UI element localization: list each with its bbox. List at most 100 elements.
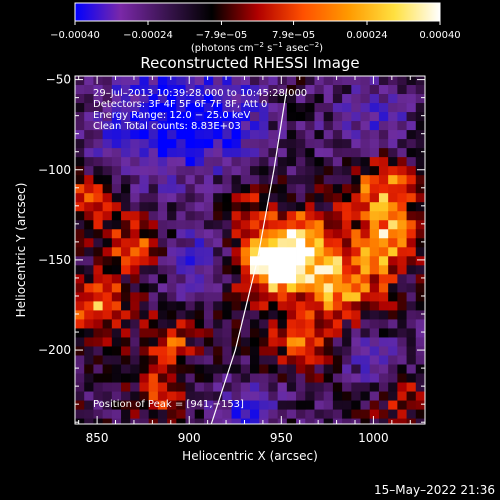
heatmap-cell [75,139,85,149]
heatmap-cell [351,76,361,86]
heatmap-cell [360,337,371,347]
heatmap-cell [157,409,168,419]
heatmap-cell [194,409,205,419]
heatmap-cell [369,292,380,302]
heatmap-cell [157,211,168,221]
heatmap-cell [406,148,417,158]
heatmap-cell [259,391,269,401]
heatmap-cells [75,76,425,424]
heatmap-cell [415,292,425,302]
heatmap-cell [277,418,288,424]
heatmap-cell [130,337,140,347]
heatmap-cell [314,157,325,167]
heatmap-cell [360,85,371,95]
heatmap-cell [185,382,196,392]
heatmap-cell [351,184,361,194]
heatmap-cell [342,265,352,275]
heatmap-cell [259,247,269,257]
heatmap-cell [397,76,407,86]
heatmap-cell [250,400,260,410]
heatmap-cell [84,373,94,383]
heatmap-cell [84,130,94,140]
heatmap-cell [130,247,140,257]
heatmap-cell [231,121,242,131]
heatmap-cell [286,409,297,419]
heatmap-cell [397,121,407,131]
heatmap-cell [259,229,269,239]
heatmap-cell [148,328,159,338]
heatmap-cell [268,319,279,329]
heatmap-cell [102,94,113,104]
heatmap-cell [75,202,85,212]
heatmap-cell [130,265,140,275]
heatmap-cell [111,94,122,104]
heatmap-cell [148,409,159,419]
heatmap-cell [388,391,398,401]
heatmap-cell [240,310,251,320]
heatmap-cell [75,175,85,185]
heatmap-cell [277,292,288,302]
heatmap-cell [167,382,177,392]
heatmap-cell [148,382,159,392]
heatmap-cell [231,346,242,356]
heatmap-cell [369,355,380,365]
heatmap-cell [222,256,232,266]
heatmap-cell [415,382,425,392]
heatmap-cell [323,238,334,248]
heatmap-cell [75,418,85,424]
heatmap-cell [213,94,223,104]
footer-date: 15–May–2022 21:36 [374,483,495,497]
solar-limb-line [210,88,288,424]
heatmap-cell [268,148,279,158]
heatmap-cell [111,202,122,212]
heatmap-cell [314,238,325,248]
heatmap-cell [130,148,140,158]
heatmap-cell [388,265,398,275]
heatmap-cell [323,112,334,122]
heatmap-cell [286,85,297,95]
heatmap-cell [213,85,223,95]
heatmap-cell [305,220,315,230]
heatmap-cell [148,76,159,86]
heatmap-cell [323,103,334,113]
heatmap-cell [130,310,140,320]
heatmap-cell [415,400,425,410]
heatmap-cell [176,328,186,338]
heatmap-cell [351,103,361,113]
heatmap-cell [75,409,85,419]
heatmap-cell [84,238,94,248]
heatmap-cell [139,310,150,320]
heatmap-cell [203,346,214,356]
heatmap-cell [259,184,269,194]
heatmap-cell [157,355,168,365]
heatmap-cell [148,211,159,221]
heatmap-cell [286,76,297,86]
heatmap-cell [203,220,214,230]
heatmap-cell [296,292,306,302]
heatmap-cell [231,256,242,266]
heatmap-cell [388,292,398,302]
heatmap-cell [139,283,150,293]
heatmap-cell [268,301,279,311]
heatmap-cell [240,373,251,383]
heatmap-cell [388,175,398,185]
heatmap-cell [213,409,223,419]
heatmap-cell [259,274,269,284]
heatmap-cell [250,256,260,266]
heatmap-cell [286,391,297,401]
heatmap-cell [222,418,232,424]
heatmap-cell [397,355,407,365]
heatmap-cell [222,337,232,347]
heatmap-cell [406,391,417,401]
heatmap-cell [323,130,334,140]
heatmap-cell [277,364,288,374]
heatmap-cell [111,418,122,424]
heatmap-cell [342,256,352,266]
heatmap-cell [397,85,407,95]
heatmap-cell [130,139,140,149]
heatmap-cell [360,292,371,302]
heatmap-cell [369,418,380,424]
heatmap-cell [185,337,196,347]
heatmap-cell [277,391,288,401]
heatmap-cell [259,373,269,383]
